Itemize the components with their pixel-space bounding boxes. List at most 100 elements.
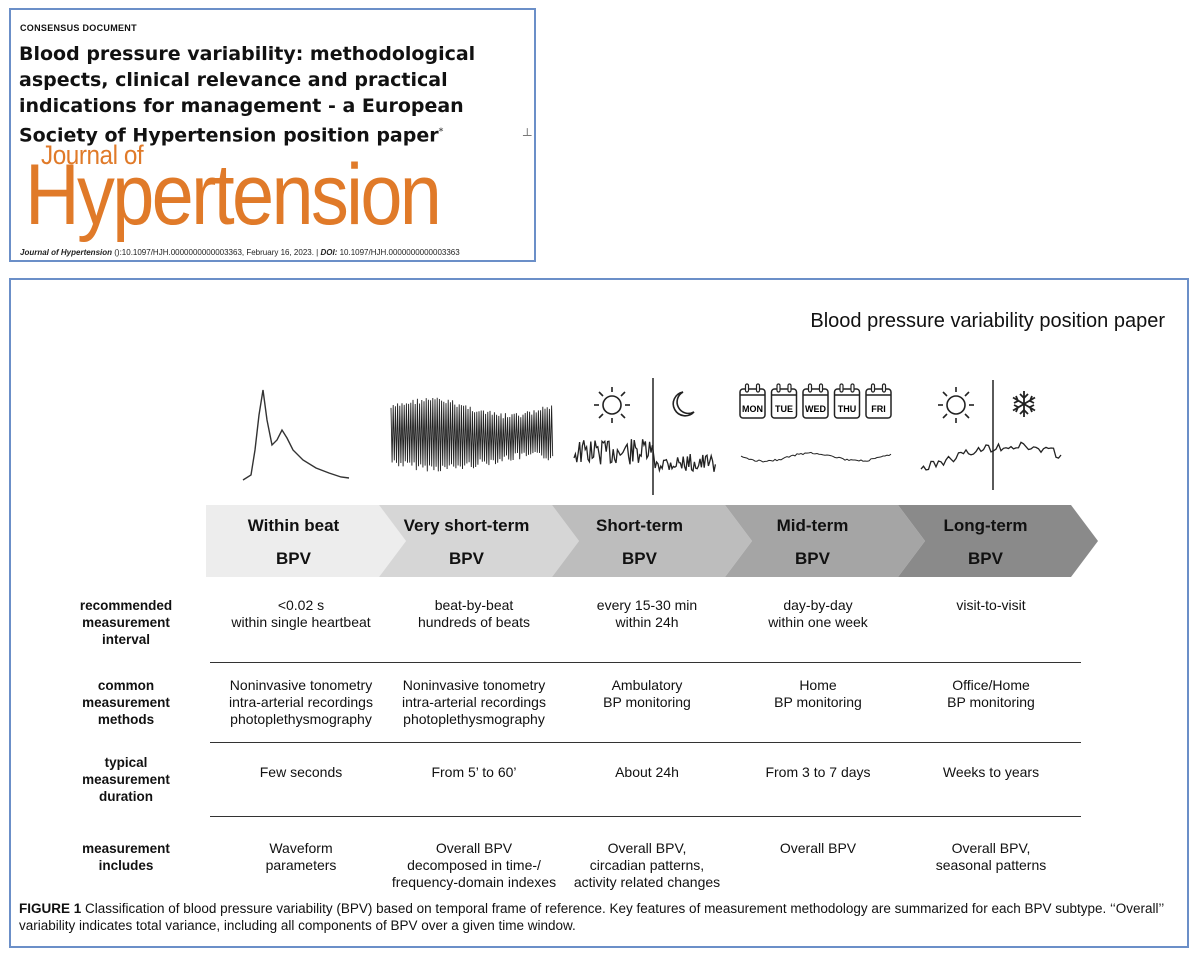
journal-logo-line2: Hypertension <box>25 147 442 243</box>
table-cell: About 24h <box>557 764 737 781</box>
calendar-icon-tue: TUE <box>770 383 798 419</box>
stage-name: Short-term <box>596 516 683 535</box>
cell-line: BP monitoring <box>603 694 691 710</box>
moon-icon <box>672 391 695 417</box>
stage-arrow-fill <box>898 505 1098 577</box>
row-divider <box>210 816 1081 817</box>
seasonal-trace-icon <box>920 441 1062 471</box>
row-divider <box>210 662 1081 663</box>
beat-waveform-trace <box>390 397 554 472</box>
sun-icon-long-term <box>938 387 974 423</box>
cell-line: within one week <box>768 614 868 630</box>
stage-label: Long-term BPV <box>898 505 1073 575</box>
row-divider <box>210 742 1081 743</box>
row-label-line: recommended <box>79 598 173 613</box>
cell-line: photoplethysmography <box>230 711 372 727</box>
cell-line: hundreds of beats <box>417 614 531 630</box>
calendar-icon-fri: FRI <box>865 383 892 419</box>
calendar-icon-wed: WED <box>802 383 829 419</box>
calendar-day-label: TUE <box>775 404 793 414</box>
caption-text: Classification of blood pressure variabi… <box>19 901 1164 933</box>
cell-line: Overall BPV, <box>607 840 687 856</box>
calendar-icon-mon: MON <box>739 383 766 419</box>
article-header-panel: CONSENSUS DOCUMENT Blood pressure variab… <box>9 8 536 262</box>
cell-line: Office/Home <box>952 677 1030 693</box>
cell-line: photoplethysmography <box>403 711 545 727</box>
table-cell: beat-by-beat hundreds of beats <box>384 597 564 631</box>
ambulatory-trace-icon <box>573 439 717 474</box>
caption-label: FIGURE 1 <box>19 901 82 916</box>
row-label-line: common <box>97 678 155 693</box>
citation-journal: Journal of Hypertension <box>20 248 113 257</box>
cell-line: BP monitoring <box>947 694 1035 710</box>
calendar-icon-thu: THU <box>833 383 861 419</box>
cell-line: seasonal patterns <box>935 857 1047 873</box>
cell-line: within single heartbeat <box>231 614 371 630</box>
day-trace <box>740 451 892 463</box>
stage-arrow-3: Short-term BPV <box>552 505 752 577</box>
journal-logo-line1: Journal of <box>41 140 144 170</box>
stage-arrow-fill <box>552 505 752 577</box>
table-cell: Overall BPV decomposed in time-/frequency… <box>384 840 564 891</box>
stage-name: Within beat <box>247 516 340 535</box>
cell-line: Ambulatory <box>611 677 683 693</box>
calendar-day-label: FRI <box>871 404 886 414</box>
table-cell: Waveform parameters <box>211 840 391 874</box>
stage-arrow-fill <box>725 505 925 577</box>
cell-line: parameters <box>265 857 337 873</box>
figure-panel: Blood pressure variability position pape… <box>9 278 1189 948</box>
stage-name: Mid-term <box>776 516 849 535</box>
table-cell: Noninvasive tonometry intra-arterial reco… <box>211 677 391 728</box>
cell-line: visit-to-visit <box>956 597 1026 613</box>
stage-abbrev: BPV <box>276 549 311 568</box>
table-cell: Noninvasive tonometry intra-arterial reco… <box>384 677 564 728</box>
citation-doi-label: DOI: <box>320 248 338 257</box>
row-label-line: measurement <box>82 772 170 787</box>
table-cell: Ambulatory BP monitoring <box>557 677 737 711</box>
table-cell: Weeks to years <box>901 764 1081 781</box>
cell-line: Home <box>799 677 837 693</box>
cell-line: Weeks to years <box>942 764 1040 780</box>
stage-abbrev: BPV <box>795 549 830 568</box>
row-label-line: measurement <box>82 695 170 710</box>
cell-line: Overall BPV <box>779 840 857 856</box>
stage-arrow-2: Very short-term BPV <box>379 505 579 577</box>
table-cell: Overall BPV <box>728 840 908 857</box>
row-label-line: interval <box>101 632 151 647</box>
stage-abbrev: BPV <box>968 549 1003 568</box>
cell-line: activity related changes <box>573 874 721 890</box>
stage-label: Mid-term BPV <box>725 505 900 575</box>
citation-details: ():10.1097/HJH.0000000000003363, Februar… <box>112 248 321 257</box>
row-label-line: methods <box>97 712 155 727</box>
cell-line: intra-arterial recordings <box>229 694 373 710</box>
article-title-text: Blood pressure variability: methodologic… <box>19 43 476 147</box>
stage-label: Within beat BPV <box>206 505 381 575</box>
cell-line: Noninvasive tonometry <box>402 677 546 693</box>
cell-line: intra-arterial recordings <box>402 694 546 710</box>
table-cell: Overall BPV, seasonal patterns <box>901 840 1081 874</box>
title-footnote-mark: * <box>438 127 444 137</box>
running-header: Blood pressure variability position pape… <box>810 310 1165 332</box>
cell-line: beat-by-beat <box>434 597 514 613</box>
citation-line: Journal of Hypertension ():10.1097/HJH.0… <box>20 248 460 257</box>
calendar-day-label: THU <box>838 404 857 414</box>
stage-arrow-fill <box>379 505 579 577</box>
row-label-line: includes <box>98 858 154 873</box>
table-cell: Overall BPV, circadian patterns, activity … <box>557 840 737 891</box>
cell-line: <0.02 s <box>277 597 325 613</box>
ambulatory-trace <box>573 439 717 474</box>
cell-line: Noninvasive tonometry <box>229 677 373 693</box>
beat-by-beat-waveform-icon <box>390 397 554 472</box>
table-cell: every 15-30 min within 24h <box>557 597 737 631</box>
table-cell: visit-to-visit <box>901 597 1081 614</box>
cell-line: About 24h <box>615 764 679 780</box>
table-cell: Few seconds <box>211 764 391 781</box>
cell-line: Few seconds <box>259 764 343 780</box>
stage-arrow-fill <box>206 505 406 577</box>
stage-label: Very short-term BPV <box>379 505 554 575</box>
table-cell: <0.02 s within single heartbeat <box>211 597 391 631</box>
cell-line: every 15-30 min <box>596 597 698 613</box>
citation-doi: 10.1097/HJH.0000000000003363 <box>337 248 460 257</box>
bpv-illustrations: MON TUE WED THU FRI <box>242 378 1062 495</box>
stage-arrow-1: Within beat BPV <box>206 505 406 577</box>
